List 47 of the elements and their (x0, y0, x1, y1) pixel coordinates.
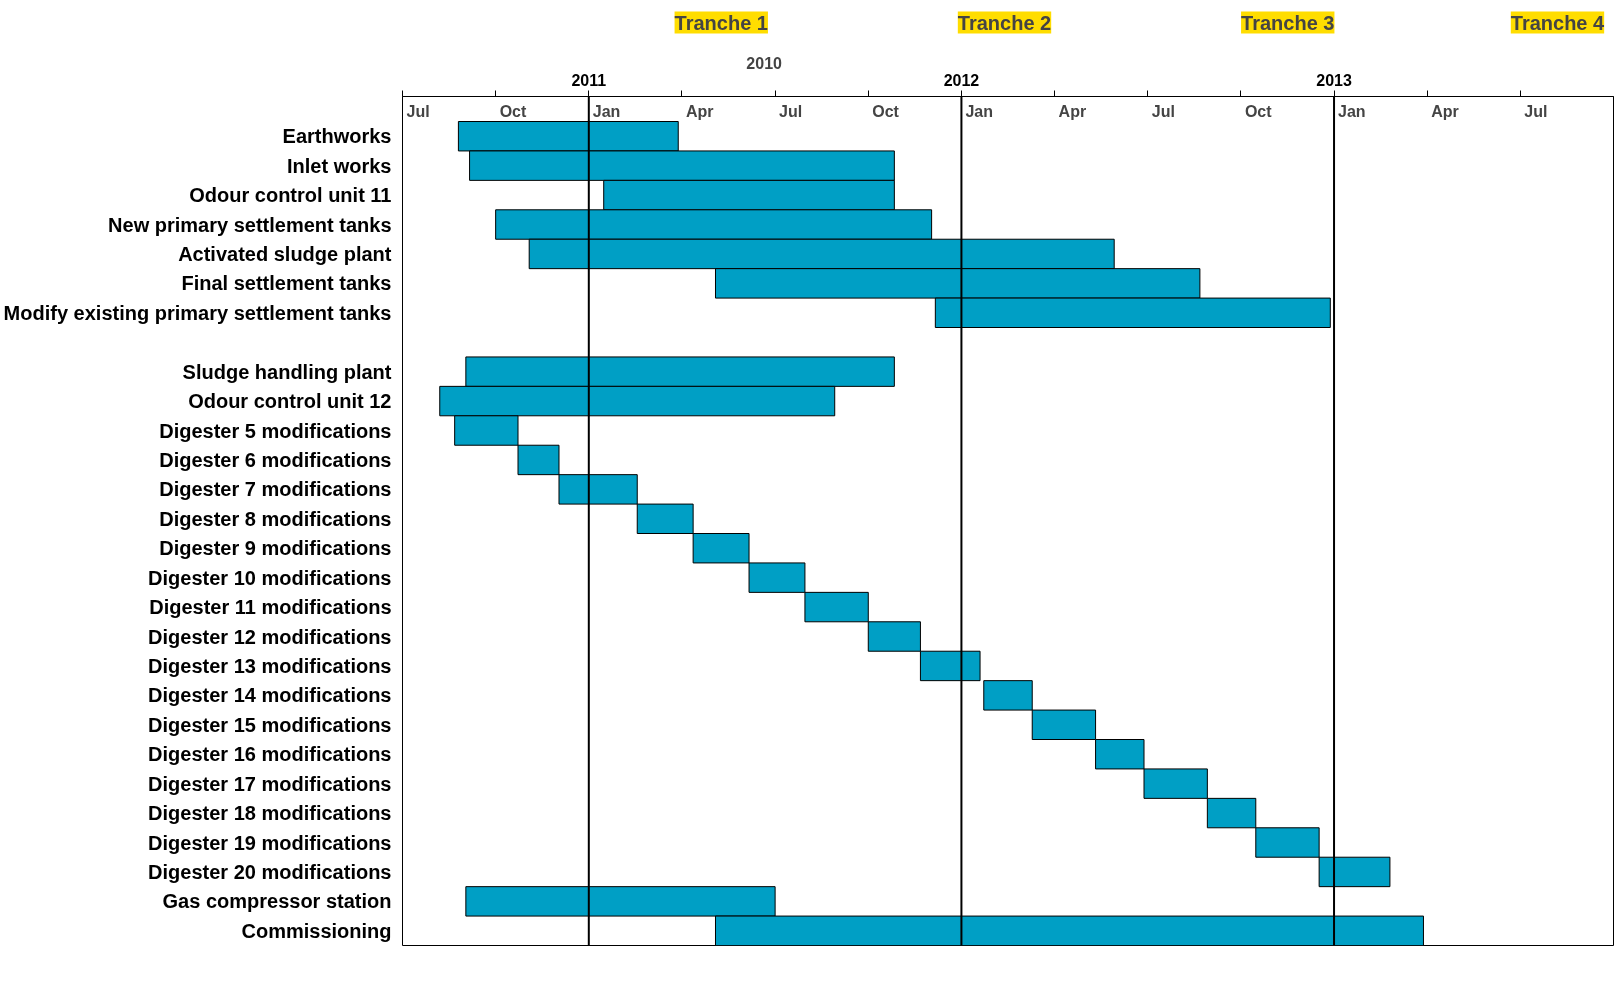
annotation: Oct (872, 103, 900, 121)
y-tick-label: Gas compressor station (162, 890, 392, 913)
y-tick-label: Sludge handling plant (182, 360, 392, 383)
y-tick-label: Odour control unit 11 (189, 184, 392, 207)
y-tick-label: Digester 7 modifications (159, 478, 392, 501)
y-tick-label: Digester 16 modifications (148, 743, 392, 766)
text: Tranche 2 (957, 11, 1052, 34)
y-tick-label: Digester 13 modifications (148, 654, 392, 677)
y-tick-label: Digester 12 modifications (148, 625, 392, 648)
y-tick-label: Final settlement tanks (181, 272, 392, 295)
text: Tranche 3 (1241, 11, 1335, 34)
annotation: Oct (499, 103, 527, 121)
y-tick-label: Digester 8 modifications (159, 507, 392, 530)
x-tick-label: 2011 (571, 71, 607, 89)
y-tick-label: Digester 5 modifications (159, 419, 392, 442)
x-tick-label: 2013 (1316, 71, 1352, 89)
y-tick-label: Digester 15 modifications (148, 713, 392, 736)
y-tick-label: Digester 18 modifications (148, 802, 392, 825)
y-tick-label: Modify existing primary settlement tanks (3, 301, 392, 324)
y-tick-label: Commissioning (241, 919, 392, 942)
annotation: Apr (685, 103, 714, 121)
annotation: Jan (965, 103, 993, 121)
y-tick-label: Digester 9 modifications (159, 537, 392, 560)
y-tick-label: Digester 11 modifications (149, 596, 392, 619)
annotation: Apr (1431, 103, 1459, 121)
y-tick-label: Digester 10 modifications (148, 566, 392, 589)
annotation: Jul (779, 103, 803, 121)
y-tick-label: Digester 14 modifications (148, 684, 392, 707)
y-tick-label: Digester 20 modifications (148, 860, 392, 883)
text: 2010 (746, 54, 783, 72)
annotation: Jul (1524, 103, 1548, 121)
text: Tranche 4 (1510, 11, 1606, 34)
annotation: Jul (406, 103, 430, 121)
annotation: Jan (592, 103, 621, 121)
y-tick-label: Digester 19 modifications (148, 831, 392, 854)
y-tick-label: New primary settlement tanks (108, 213, 392, 236)
y-tick-label: Odour control unit 12 (188, 390, 392, 413)
y-tick-label: Inlet works (287, 154, 392, 177)
annotation: Oct (1244, 103, 1273, 121)
x-tick-label: 2012 (943, 71, 980, 89)
annotation: Apr (1058, 103, 1087, 121)
y-tick-label: Digester 6 modifications (159, 448, 392, 471)
y-tick-label: Digester 17 modifications (148, 772, 392, 795)
annotation: Jul (1151, 103, 1175, 121)
y-tick-label: Earthworks (282, 125, 392, 148)
annotation: Jan (1338, 103, 1366, 121)
y-tick-label: Activated sludge plant (178, 242, 392, 265)
